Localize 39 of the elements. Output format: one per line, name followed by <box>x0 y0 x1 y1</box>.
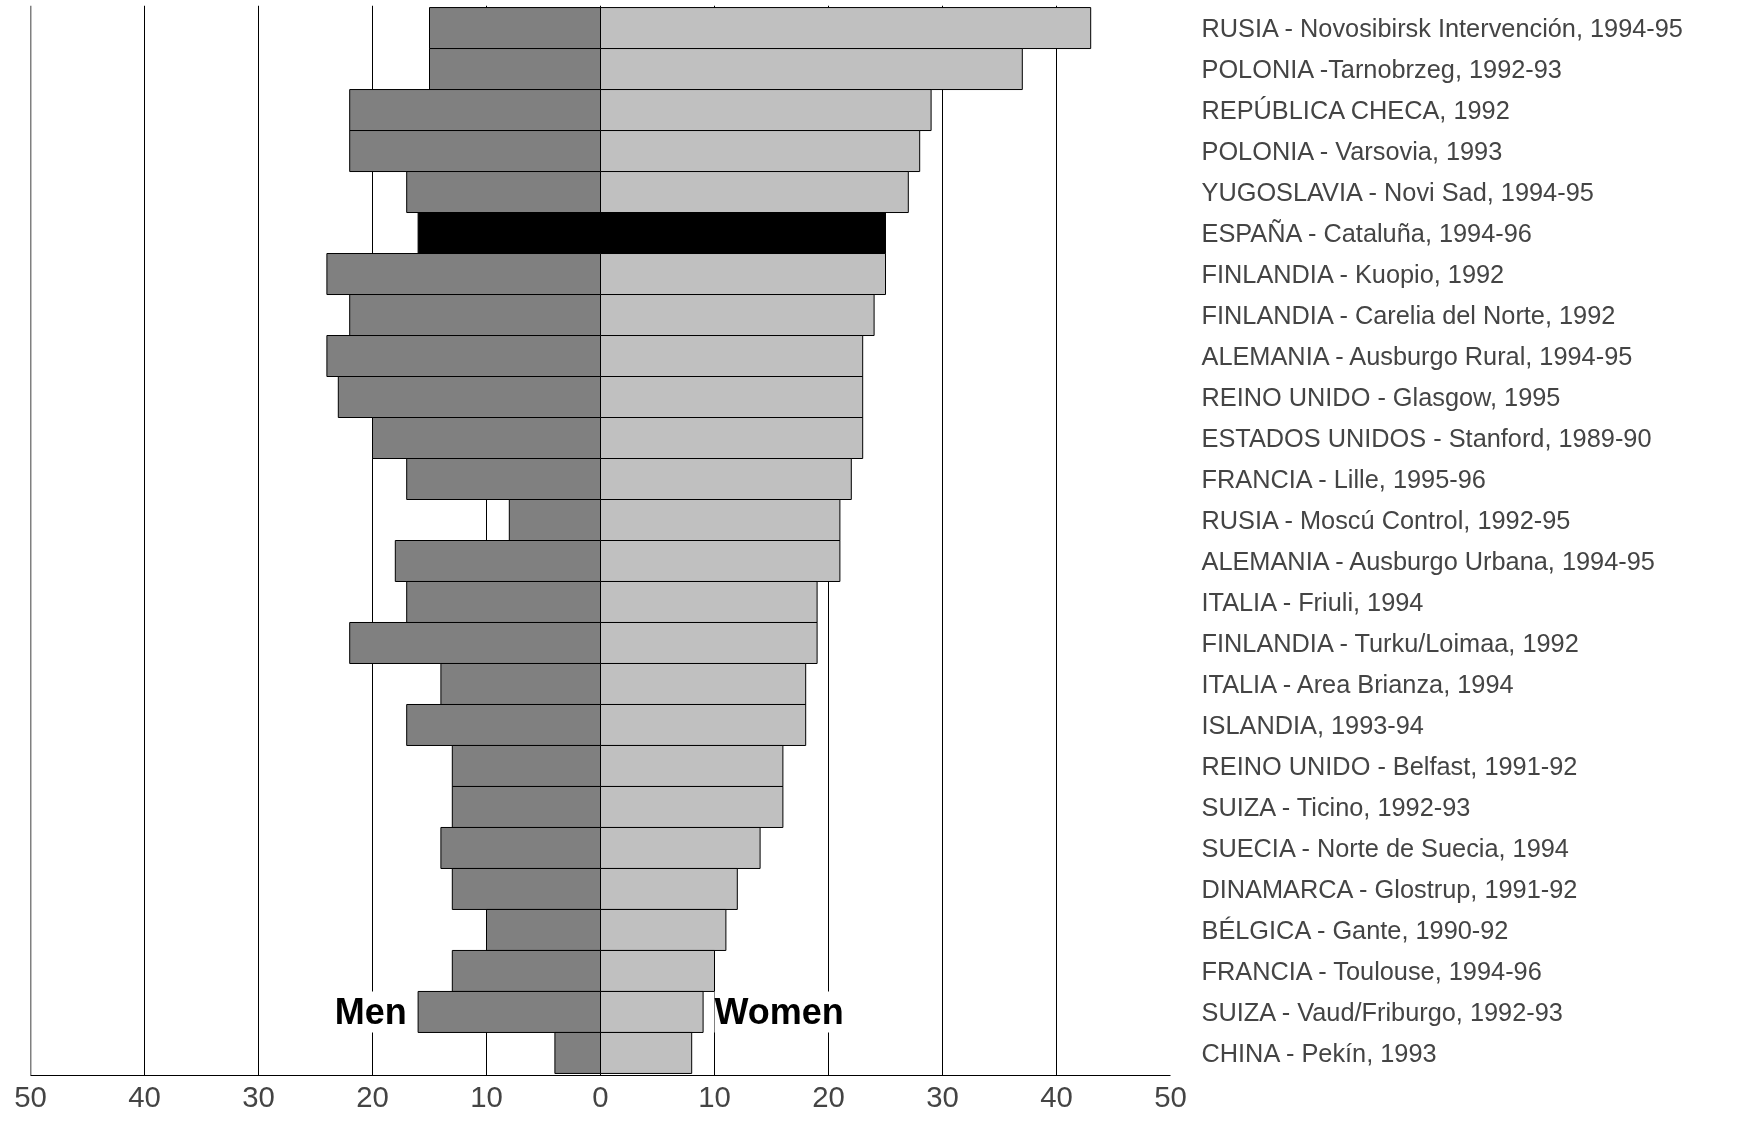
x-tick-label: 30 <box>242 1079 275 1113</box>
y-tick-label: FRANCIA - Lille, 1995-96 <box>1201 465 1486 494</box>
y-tick-label: POLONIA - Varsovia, 1993 <box>1201 137 1503 166</box>
y-tick-label: ITALIA - Area Brianza, 1994 <box>1201 669 1514 698</box>
y-tick-label: BÉLGICA - Gante, 1990-92 <box>1201 915 1509 944</box>
y-tick-label: ALEMANIA - Ausburgo Urbana, 1994-95 <box>1201 547 1655 575</box>
x-tick-label: 0 <box>592 1079 609 1113</box>
x-tick-label: 20 <box>812 1079 845 1113</box>
y-tick-label: RUSIA - Moscú Control, 1992-95 <box>1201 506 1571 534</box>
y-tick-label: ISLANDIA, 1993-94 <box>1201 710 1424 739</box>
y-tick-label: DINAMARCA - Glostrup, 1991-92 <box>1201 874 1578 903</box>
y-tick-label: FRANCIA - Toulouse, 1994-96 <box>1201 956 1542 985</box>
y-tick-label: REINO UNIDO - Belfast, 1991-92 <box>1201 751 1578 780</box>
y-tick-label: FINLANDIA - Kuopio, 1992 <box>1201 260 1505 289</box>
y-tick-label: POLONIA -Tarnobrzeg, 1992-93 <box>1201 55 1562 84</box>
y-tick-label: FINLANDIA - Turku/Loimaa, 1992 <box>1201 628 1579 657</box>
x-tick-label: 40 <box>1040 1079 1073 1113</box>
y-tick-label: ITALIA - Friuli, 1994 <box>1201 587 1424 616</box>
x-tick-label: 40 <box>128 1079 161 1113</box>
series-label: Men <box>334 991 407 1033</box>
x-tick-label: 20 <box>356 1079 389 1113</box>
series-label: Women <box>714 991 844 1033</box>
x-tick-label: 10 <box>698 1079 731 1113</box>
x-tick-label: 50 <box>14 1079 47 1113</box>
y-tick-label: FINLANDIA - Carelia del Norte, 1992 <box>1201 301 1616 330</box>
y-tick-label: YUGOSLAVIA - Novi Sad, 1994-95 <box>1201 178 1594 207</box>
y-tick-label: REINO UNIDO - Glasgow, 1995 <box>1201 383 1561 412</box>
y-tick-label: ALEMANIA - Ausburgo Rural, 1994-95 <box>1201 342 1633 371</box>
y-tick-label: SUIZA - Vaud/Friburgo, 1992-93 <box>1201 997 1563 1026</box>
x-tick-label: 10 <box>470 1079 503 1113</box>
x-tick-label: 30 <box>926 1079 959 1113</box>
y-tick-label: ESPAÑA - Cataluña, 1994-96 <box>1201 219 1532 248</box>
y-tick-label: CHINA - Pekín, 1993 <box>1201 1038 1437 1067</box>
y-tick-label: REPÚBLICA CHECA, 1992 <box>1201 96 1510 125</box>
y-tick-label: ESTADOS UNIDOS - Stanford, 1989-90 <box>1201 424 1652 453</box>
y-tick-label: SUECIA - Norte de Suecia, 1994 <box>1201 833 1569 862</box>
x-tick-label: 50 <box>1154 1079 1187 1113</box>
y-tick-label: RUSIA - Novosibirsk Intervención, 1994-95 <box>1201 14 1683 43</box>
y-tick-label: SUIZA - Ticino, 1992-93 <box>1201 792 1471 821</box>
